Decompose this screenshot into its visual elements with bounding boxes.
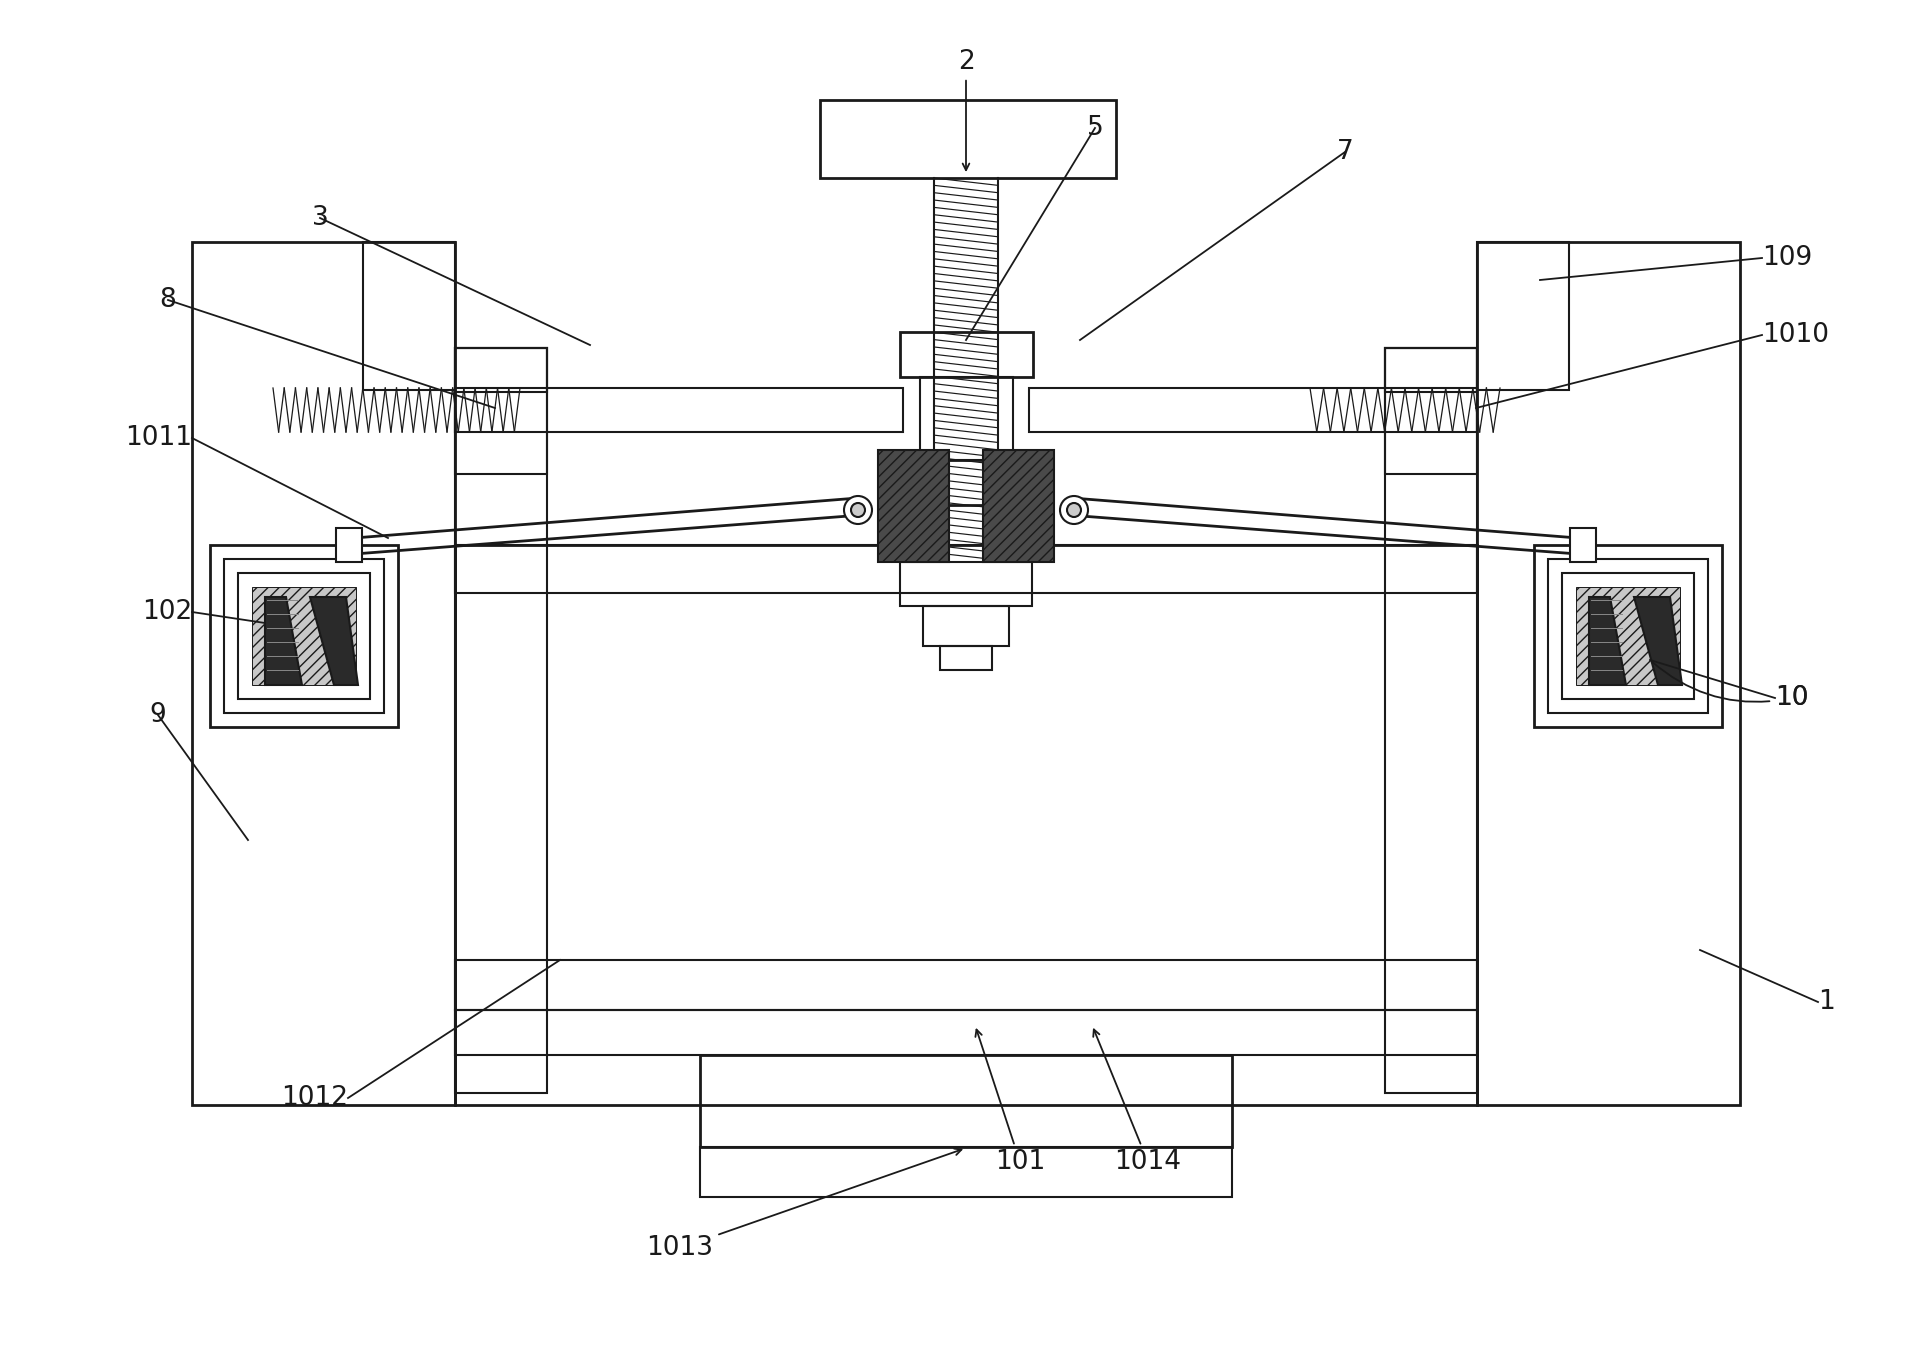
Bar: [211, 546, 398, 727]
Bar: [1561, 572, 1694, 699]
Polygon shape: [265, 597, 301, 686]
Bar: [923, 606, 1009, 647]
Bar: [456, 546, 1476, 1105]
Bar: [941, 647, 991, 669]
Circle shape: [1066, 502, 1082, 517]
Text: 1010: 1010: [1762, 322, 1830, 348]
Bar: [456, 960, 1476, 1010]
Bar: [900, 331, 1034, 377]
Text: 5: 5: [1086, 114, 1103, 141]
Text: 8: 8: [160, 287, 176, 313]
Text: 1014: 1014: [1094, 1029, 1182, 1175]
Bar: [224, 559, 384, 713]
Bar: [456, 388, 902, 432]
Text: 1013: 1013: [647, 1149, 962, 1261]
Bar: [456, 348, 547, 392]
Bar: [1476, 242, 1569, 391]
Bar: [456, 348, 547, 474]
Text: 1012: 1012: [280, 1084, 348, 1111]
Bar: [251, 587, 355, 686]
Text: 3: 3: [311, 205, 328, 230]
Bar: [456, 1010, 1476, 1055]
Polygon shape: [1634, 597, 1683, 686]
Text: 101: 101: [976, 1029, 1045, 1175]
Bar: [819, 100, 1117, 178]
Bar: [900, 562, 1032, 606]
Bar: [1534, 546, 1721, 727]
Polygon shape: [309, 597, 357, 686]
Polygon shape: [983, 450, 1055, 562]
Bar: [456, 348, 547, 1092]
Circle shape: [844, 496, 871, 524]
Bar: [1571, 528, 1596, 562]
Bar: [699, 1148, 1233, 1197]
Bar: [1548, 559, 1708, 713]
Bar: [363, 242, 456, 391]
Text: 109: 109: [1762, 245, 1812, 271]
Text: 10: 10: [1776, 686, 1808, 711]
Text: 1011: 1011: [126, 426, 191, 451]
Bar: [1030, 388, 1476, 432]
Polygon shape: [1588, 597, 1627, 686]
Text: 1: 1: [1818, 989, 1835, 1016]
Bar: [1476, 242, 1741, 1105]
Circle shape: [850, 502, 866, 517]
Bar: [1385, 348, 1476, 474]
Bar: [456, 546, 1476, 593]
Bar: [191, 242, 456, 1105]
Text: 102: 102: [141, 599, 191, 625]
Text: 2: 2: [958, 48, 974, 170]
Text: 7: 7: [1337, 139, 1354, 164]
Bar: [1385, 348, 1476, 392]
Text: 10: 10: [1652, 661, 1808, 711]
Bar: [1385, 348, 1476, 1092]
Polygon shape: [877, 450, 949, 562]
Bar: [900, 459, 1034, 505]
Bar: [336, 528, 361, 562]
Bar: [238, 572, 371, 699]
Text: 9: 9: [149, 702, 166, 727]
Bar: [920, 377, 1012, 459]
Circle shape: [1061, 496, 1088, 524]
Bar: [699, 1055, 1233, 1148]
Bar: [1577, 587, 1681, 686]
